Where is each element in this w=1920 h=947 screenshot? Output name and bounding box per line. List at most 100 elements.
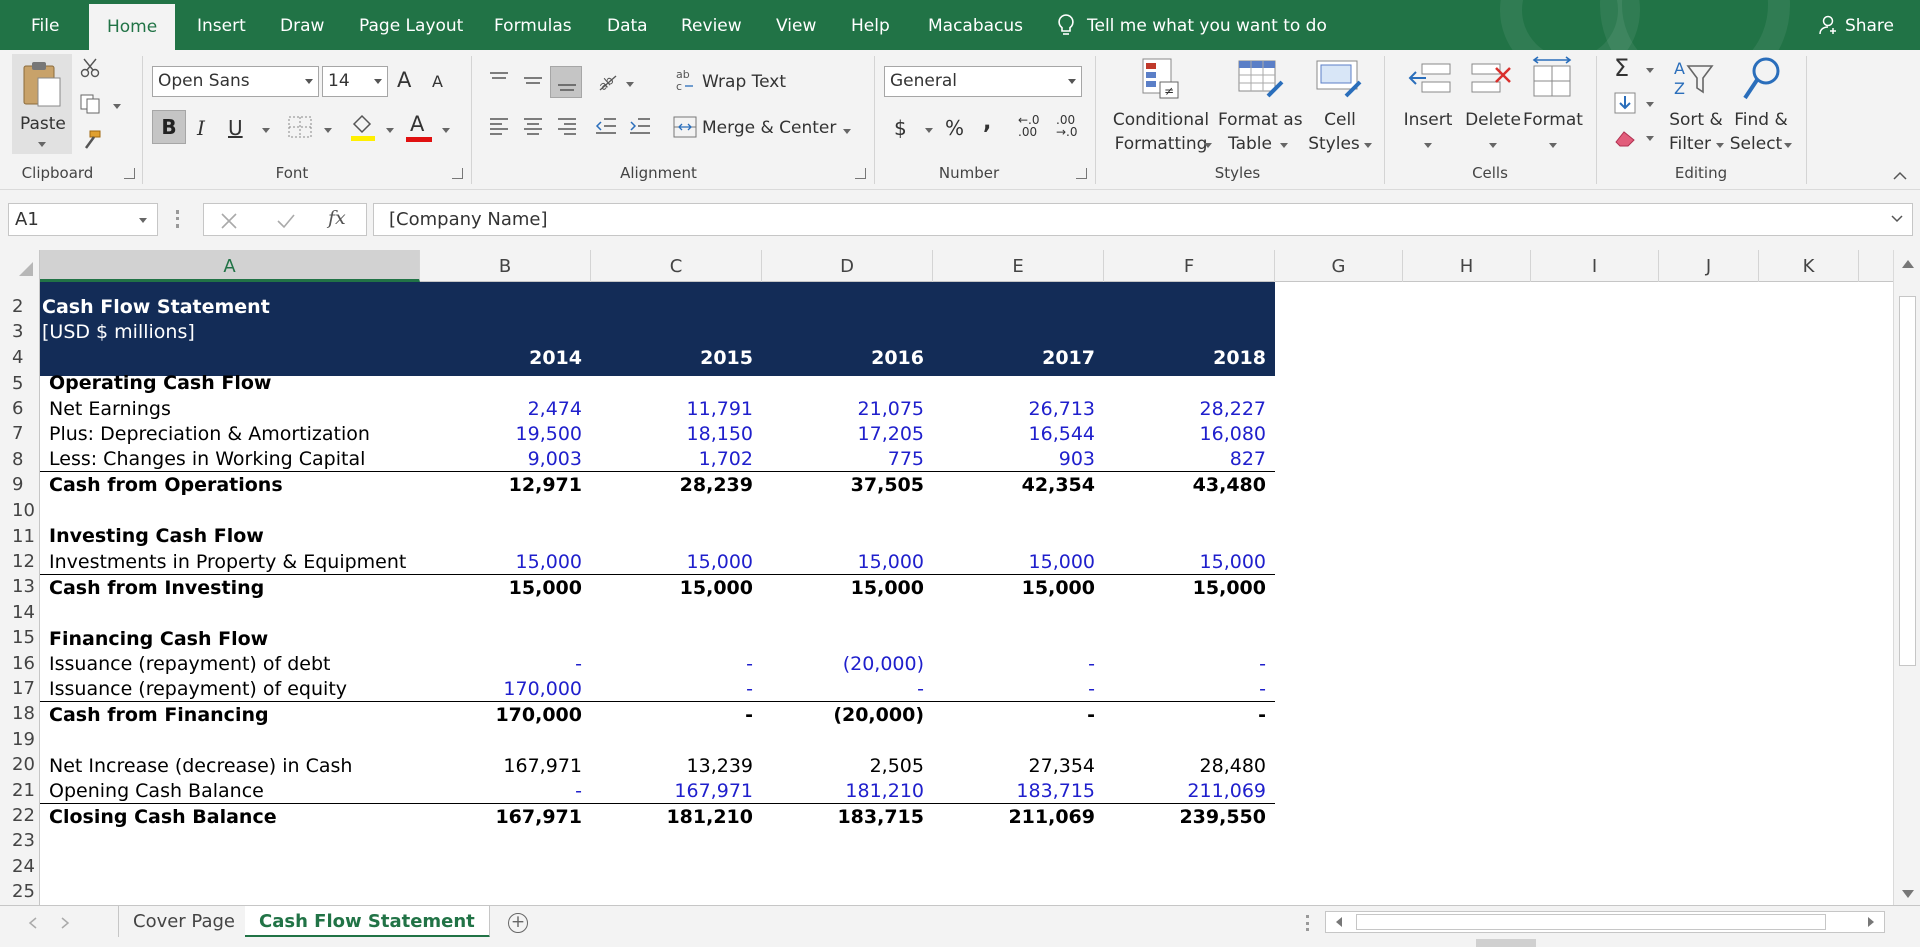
font-color-button[interactable]: A [406, 110, 434, 144]
value-cell[interactable]: - [917, 678, 924, 700]
italic-button[interactable]: I [197, 116, 205, 140]
column-header-g[interactable]: G [1275, 250, 1403, 282]
row-header[interactable]: 16 [12, 653, 35, 674]
column-header-c[interactable]: C [591, 250, 762, 282]
subtotal-cell[interactable]: 37,505 [850, 474, 924, 496]
value-cell[interactable]: (20,000) [842, 653, 924, 675]
chevron-down-icon[interactable] [386, 128, 394, 133]
value-cell[interactable]: - [746, 678, 753, 700]
value-cell[interactable]: 16,544 [1028, 423, 1095, 445]
cell-styles-button[interactable]: Cell Styles [1302, 108, 1378, 158]
value-cell[interactable]: - [1259, 678, 1266, 700]
line-label[interactable]: Opening Cash Balance [49, 780, 264, 802]
insert-cells-button[interactable]: Insert [1398, 108, 1458, 158]
year-header[interactable]: 2018 [1213, 347, 1266, 369]
row-header[interactable]: 6 [12, 398, 24, 419]
value-cell[interactable]: 827 [1229, 448, 1266, 470]
dialog-launcher-icon[interactable] [855, 168, 866, 179]
tab-view[interactable]: View [776, 16, 817, 36]
column-header-d[interactable]: D [762, 250, 933, 282]
zoom-handle[interactable] [1476, 939, 1536, 947]
subtotal-cell[interactable]: 43,480 [1192, 474, 1266, 496]
sheet-tab-cover-page[interactable]: Cover Page [118, 906, 251, 938]
font-size-dropdown[interactable]: 14 [322, 66, 388, 97]
value-cell[interactable]: 18,150 [686, 423, 753, 445]
row-header[interactable]: 12 [12, 551, 35, 572]
format-as-table-button[interactable]: Format as Table [1218, 108, 1303, 158]
row-header[interactable]: 9 [12, 474, 24, 495]
chevron-down-icon[interactable] [925, 128, 933, 133]
subtotal-label[interactable]: Cash from Investing [49, 577, 265, 599]
value-cell[interactable]: - [575, 653, 582, 675]
value-cell[interactable]: 11,791 [686, 398, 753, 420]
subtotal-cell[interactable]: 15,000 [1021, 577, 1095, 599]
cancel-icon[interactable] [220, 212, 238, 230]
dialog-launcher-icon[interactable] [1076, 168, 1087, 179]
orientation-icon[interactable]: ab [596, 70, 618, 92]
prev-sheet-icon[interactable] [28, 917, 38, 929]
paste-button[interactable]: Paste [12, 54, 72, 154]
row-header[interactable]: 4 [12, 347, 24, 368]
line-label[interactable]: Plus: Depreciation & Amortization [49, 423, 370, 445]
row-header[interactable]: 17 [12, 678, 35, 699]
value-cell[interactable]: 26,713 [1028, 398, 1095, 420]
tab-file[interactable]: File [31, 16, 60, 36]
row-header[interactable]: 13 [12, 576, 35, 597]
value-cell[interactable]: 1,702 [698, 448, 753, 470]
value-cell[interactable]: 9,003 [527, 448, 582, 470]
merge-center-button[interactable]: Merge & Center [702, 118, 837, 138]
column-header-j[interactable]: J [1659, 250, 1759, 282]
value-cell[interactable]: 170,000 [503, 678, 582, 700]
chevron-down-icon[interactable] [626, 82, 634, 87]
row-header[interactable]: 10 [12, 500, 35, 521]
row-header[interactable]: 21 [12, 780, 35, 801]
autosum-button[interactable]: Σ [1614, 54, 1630, 82]
row-header[interactable]: 3 [12, 321, 24, 342]
value-cell[interactable]: - [1088, 678, 1095, 700]
percent-button[interactable]: % [945, 116, 965, 140]
scroll-left-icon[interactable] [1334, 916, 1344, 928]
column-header-b[interactable]: B [420, 250, 591, 282]
line-label[interactable]: Net Increase (decrease) in Cash [49, 755, 353, 777]
align-center-icon[interactable] [522, 116, 544, 136]
format-painter-icon[interactable] [80, 130, 102, 150]
column-header-e[interactable]: E [933, 250, 1104, 282]
tab-formulas[interactable]: Formulas [494, 16, 572, 36]
value-cell[interactable]: 775 [887, 448, 924, 470]
chevron-down-icon[interactable] [113, 104, 121, 109]
section-heading[interactable]: Operating Cash Flow [49, 372, 272, 394]
value-cell[interactable]: 2,505 [869, 755, 924, 777]
align-middle-icon[interactable] [522, 70, 544, 90]
share-button[interactable]: Share [1819, 0, 1894, 50]
sheet-tab-cash-flow-statement[interactable]: Cash Flow Statement [245, 906, 490, 938]
subtotal-cell[interactable]: 170,000 [495, 704, 582, 726]
row-header[interactable]: 8 [12, 449, 24, 470]
section-heading[interactable]: Financing Cash Flow [49, 628, 269, 650]
row-header[interactable]: 15 [12, 627, 35, 648]
decrease-decimal-button[interactable]: .00 →.0 [1056, 113, 1078, 139]
horizontal-scrollbar[interactable] [1325, 911, 1885, 933]
tab-insert[interactable]: Insert [197, 16, 246, 36]
value-cell[interactable]: 13,239 [686, 755, 753, 777]
tell-me-search[interactable]: Tell me what you want to do [1057, 0, 1327, 50]
worksheet-grid[interactable]: A B C D E F G H I J K 2 3 4 5 6 7 8 9 10… [0, 250, 1920, 905]
format-cells-button[interactable]: Format [1522, 108, 1584, 158]
subtotal-cell[interactable]: - [1087, 704, 1095, 726]
subtotal-cell[interactable]: 239,550 [1179, 806, 1266, 828]
value-cell[interactable]: 2,474 [527, 398, 582, 420]
line-label[interactable]: Net Earnings [49, 398, 171, 420]
borders-icon[interactable] [288, 116, 312, 138]
vertical-scrollbar[interactable] [1893, 250, 1920, 905]
chevron-down-icon[interactable] [1646, 68, 1654, 73]
select-all-corner[interactable] [0, 250, 40, 282]
value-cell[interactable]: 211,069 [1187, 780, 1266, 802]
subtotal-cell[interactable]: 12,971 [508, 474, 582, 496]
grow-font-button[interactable]: A [397, 68, 412, 92]
chevron-down-icon[interactable] [324, 128, 332, 133]
comma-button[interactable]: , [983, 110, 992, 135]
subtotal-cell[interactable]: 15,000 [850, 577, 924, 599]
increase-indent-icon[interactable] [628, 116, 652, 136]
chevron-down-icon[interactable] [1646, 102, 1654, 107]
subtotal-cell[interactable]: 167,971 [495, 806, 582, 828]
value-cell[interactable]: 15,000 [686, 551, 753, 573]
